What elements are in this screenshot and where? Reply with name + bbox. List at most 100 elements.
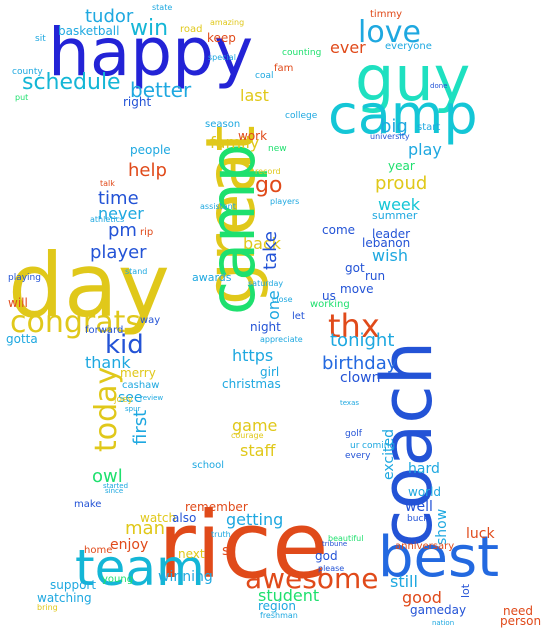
word-show: show: [435, 509, 449, 545]
word-assistant: assistant: [200, 203, 236, 211]
word-bring: bring: [37, 604, 58, 612]
word-joey: joey: [114, 396, 133, 405]
word-people: people: [130, 144, 171, 156]
word-anniversary: anniversary: [395, 542, 454, 552]
word-excited: excited: [382, 429, 396, 480]
word-counting: counting: [282, 49, 321, 58]
word-done: done: [430, 83, 447, 90]
word-night: night: [250, 321, 281, 333]
word-playing: playing: [8, 274, 41, 283]
word-https: https: [232, 348, 273, 364]
word-school: school: [192, 461, 224, 471]
word-home: home: [84, 546, 112, 556]
word-players: players: [270, 198, 299, 206]
word-christmas: christmas: [222, 378, 281, 390]
word-move: move: [340, 283, 374, 295]
word-girl: girl: [260, 366, 279, 378]
word-university: university: [370, 133, 410, 141]
word-world: world: [408, 486, 441, 498]
word-last: last: [240, 88, 269, 104]
word-lebanon: lebanon: [362, 237, 410, 249]
word-will: will: [8, 297, 28, 309]
word-amazing: amazing: [210, 19, 244, 27]
word-support: support: [50, 579, 96, 591]
word-cashaw: cashaw: [122, 381, 159, 391]
word-person: person: [500, 615, 541, 627]
word-special: special: [208, 54, 236, 62]
word-tribune: tribune: [322, 541, 347, 548]
word-ever: ever: [330, 40, 366, 56]
word-winning: winning: [158, 570, 213, 584]
word-everyone: everyone: [385, 42, 432, 52]
word-basketball: basketball: [58, 25, 119, 37]
word-take: take: [262, 231, 280, 270]
word-keep: keep: [207, 32, 236, 44]
word-go: go: [255, 175, 282, 197]
word-young: young: [102, 575, 133, 585]
word-gotta: gotta: [6, 333, 38, 345]
word-please: please: [318, 565, 344, 573]
word-every: every: [345, 452, 370, 461]
word-got: got: [345, 262, 365, 274]
word-player: player: [90, 244, 147, 262]
word-come: come: [322, 224, 355, 236]
word-first: first: [132, 410, 150, 445]
word-buck: buck: [407, 515, 429, 524]
word-athletics: athletics: [90, 216, 124, 224]
word-pm: pm: [108, 222, 137, 240]
word-close: close: [272, 296, 293, 304]
word-watch: watch: [140, 512, 176, 524]
word-way: way: [140, 316, 160, 326]
word-remember: remember: [185, 501, 248, 513]
word-god: god: [315, 550, 338, 562]
word-saturday: saturday: [248, 280, 283, 288]
word-season: season: [205, 120, 240, 130]
word-luck: luck: [466, 527, 495, 541]
word-road: road: [180, 25, 203, 35]
word-nation: nation: [432, 620, 454, 627]
word-tonight: tonight: [330, 332, 394, 350]
word-spur: spur: [125, 406, 140, 413]
word-coal: coal: [255, 72, 273, 81]
word-courage: courage: [231, 432, 264, 440]
word-staff: staff: [240, 443, 275, 459]
word-today: today: [92, 367, 122, 452]
word-stand: stand: [125, 268, 147, 276]
word-clown: clown: [340, 371, 380, 385]
word-play: play: [408, 142, 442, 158]
word-summer: summer: [372, 210, 417, 221]
word-run: run: [365, 270, 385, 282]
word-truth: truth: [211, 531, 231, 539]
word-gameday: gameday: [410, 604, 466, 616]
word-merry: merry: [120, 367, 156, 379]
word-wish: wish: [372, 248, 408, 264]
word-win: win: [130, 18, 168, 40]
word-appreciate: appreciate: [260, 336, 303, 344]
word-st: st: [222, 544, 235, 558]
word-hard: hard: [408, 462, 440, 476]
word-college: college: [285, 112, 317, 121]
word-next: next: [178, 548, 205, 560]
word-texas: texas: [340, 400, 359, 407]
word-fam: fam: [274, 64, 293, 74]
word-record: record: [255, 168, 281, 176]
word-review: review: [140, 395, 163, 402]
word-new: new: [268, 145, 287, 154]
word-year: year: [388, 160, 415, 172]
word-talk: talk: [100, 180, 115, 188]
word-right: right: [123, 96, 151, 108]
word-awards: awards: [192, 272, 232, 283]
word-still: still: [390, 574, 418, 590]
word-freshman: freshman: [260, 612, 298, 620]
word-rip: rip: [140, 228, 153, 238]
word-county: county: [12, 68, 43, 77]
word-forward: forward: [85, 326, 123, 336]
word-sit: sit: [35, 35, 46, 44]
word-working: working: [310, 300, 350, 310]
word-let: let: [292, 312, 305, 322]
word-enjoy: enjoy: [110, 538, 148, 552]
word-lot: lot: [460, 584, 471, 598]
word-put: put: [15, 94, 28, 102]
word-state: state: [152, 4, 172, 12]
